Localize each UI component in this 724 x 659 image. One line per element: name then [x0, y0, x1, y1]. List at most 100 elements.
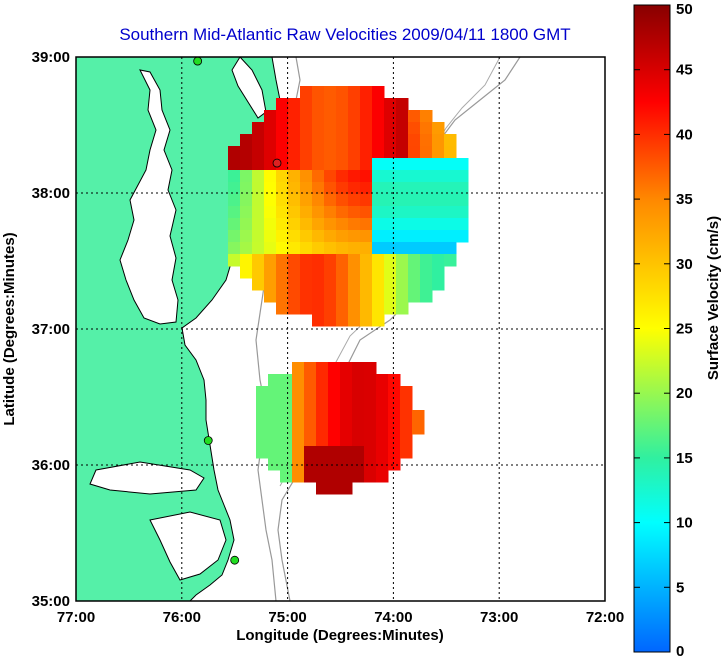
- velocity-cell: [336, 278, 349, 291]
- velocity-cell: [372, 314, 385, 327]
- velocity-cell: [408, 230, 421, 243]
- velocity-cell: [292, 362, 305, 375]
- velocity-cell: [264, 266, 277, 279]
- x-axis-ticks: 77:00 76:00 75:00 74:00 73:00 72:00: [57, 609, 624, 626]
- velocity-cell: [288, 218, 301, 231]
- velocity-cell: [364, 374, 377, 387]
- velocity-cell: [432, 158, 445, 171]
- velocity-cell: [396, 206, 409, 219]
- velocity-cell: [276, 182, 289, 195]
- velocity-cell: [372, 182, 385, 195]
- velocity-cell: [364, 362, 377, 375]
- velocity-cell: [268, 374, 281, 387]
- velocity-cell: [312, 146, 325, 159]
- velocity-cell: [228, 254, 241, 267]
- velocity-cell: [364, 410, 377, 423]
- velocity-cell: [456, 194, 469, 207]
- velocity-cell: [292, 458, 305, 471]
- velocity-cell: [340, 386, 353, 399]
- velocity-cell: [432, 170, 445, 183]
- x-axis-label: Longitude (Degrees:Minutes): [236, 627, 444, 644]
- velocity-cell: [304, 458, 317, 471]
- velocity-cell: [264, 242, 277, 255]
- velocity-cell: [444, 254, 457, 267]
- velocity-cell: [444, 182, 457, 195]
- velocity-cell: [396, 230, 409, 243]
- velocity-cell: [268, 386, 281, 399]
- velocity-cell: [252, 254, 265, 267]
- velocity-cell: [276, 98, 289, 111]
- velocity-cell: [316, 470, 329, 483]
- velocity-cell: [264, 122, 277, 135]
- velocity-cell: [400, 398, 413, 411]
- velocity-cell: [276, 218, 289, 231]
- x-tick-label: 76:00: [163, 609, 201, 626]
- velocity-cell: [292, 434, 305, 447]
- velocity-cell: [388, 446, 401, 459]
- velocity-cell: [384, 254, 397, 267]
- velocity-cell: [300, 98, 313, 111]
- colorbar-tick-label: 40: [676, 126, 693, 143]
- velocity-cell: [444, 194, 457, 207]
- velocity-cell: [324, 158, 337, 171]
- velocity-cell: [420, 134, 433, 147]
- velocity-cell: [340, 446, 353, 459]
- velocity-cell: [288, 206, 301, 219]
- velocity-cell: [376, 422, 389, 435]
- velocity-cell: [324, 170, 337, 183]
- velocity-cell: [336, 302, 349, 315]
- velocity-cell: [252, 122, 265, 135]
- velocity-cell: [372, 110, 385, 123]
- velocity-cell: [336, 122, 349, 135]
- velocity-cell: [276, 134, 289, 147]
- velocity-cell: [372, 86, 385, 99]
- velocity-cell: [364, 386, 377, 399]
- velocity-cell: [300, 182, 313, 195]
- velocity-cell: [312, 158, 325, 171]
- velocity-cell: [364, 458, 377, 471]
- velocity-cell: [324, 218, 337, 231]
- velocity-cell: [360, 86, 373, 99]
- velocity-cell: [352, 386, 365, 399]
- velocity-cell: [252, 134, 265, 147]
- velocity-cell: [288, 254, 301, 267]
- velocity-cell: [432, 146, 445, 159]
- velocity-cell: [396, 170, 409, 183]
- x-tick-label: 77:00: [57, 609, 95, 626]
- velocity-cell: [444, 230, 457, 243]
- velocity-cell: [348, 134, 361, 147]
- velocity-cell: [408, 266, 421, 279]
- velocity-cell: [324, 86, 337, 99]
- velocity-cell: [312, 290, 325, 303]
- station-marker: [230, 555, 240, 565]
- velocity-cell: [316, 362, 329, 375]
- velocity-cell: [396, 110, 409, 123]
- velocity-cell: [444, 146, 457, 159]
- velocity-cell: [388, 434, 401, 447]
- velocity-cell: [360, 218, 373, 231]
- velocity-cell: [300, 290, 313, 303]
- velocity-cell: [420, 290, 433, 303]
- velocity-cell: [364, 398, 377, 411]
- velocity-cell: [252, 182, 265, 195]
- velocity-cell: [264, 290, 277, 303]
- velocity-cell: [304, 434, 317, 447]
- velocity-cell: [336, 194, 349, 207]
- velocity-cell: [300, 110, 313, 123]
- velocity-cell: [432, 278, 445, 291]
- velocity-cell: [276, 278, 289, 291]
- velocity-cell: [288, 122, 301, 135]
- velocity-cell: [288, 194, 301, 207]
- velocity-cell: [300, 170, 313, 183]
- velocity-cell: [360, 182, 373, 195]
- velocity-cell: [316, 386, 329, 399]
- velocity-cell: [372, 302, 385, 315]
- velocity-cell: [312, 230, 325, 243]
- velocity-cell: [328, 422, 341, 435]
- velocity-cell: [228, 218, 241, 231]
- velocity-cell: [388, 374, 401, 387]
- velocity-cell: [396, 194, 409, 207]
- velocity-cell: [324, 314, 337, 327]
- velocity-cell: [352, 458, 365, 471]
- velocity-cell: [456, 206, 469, 219]
